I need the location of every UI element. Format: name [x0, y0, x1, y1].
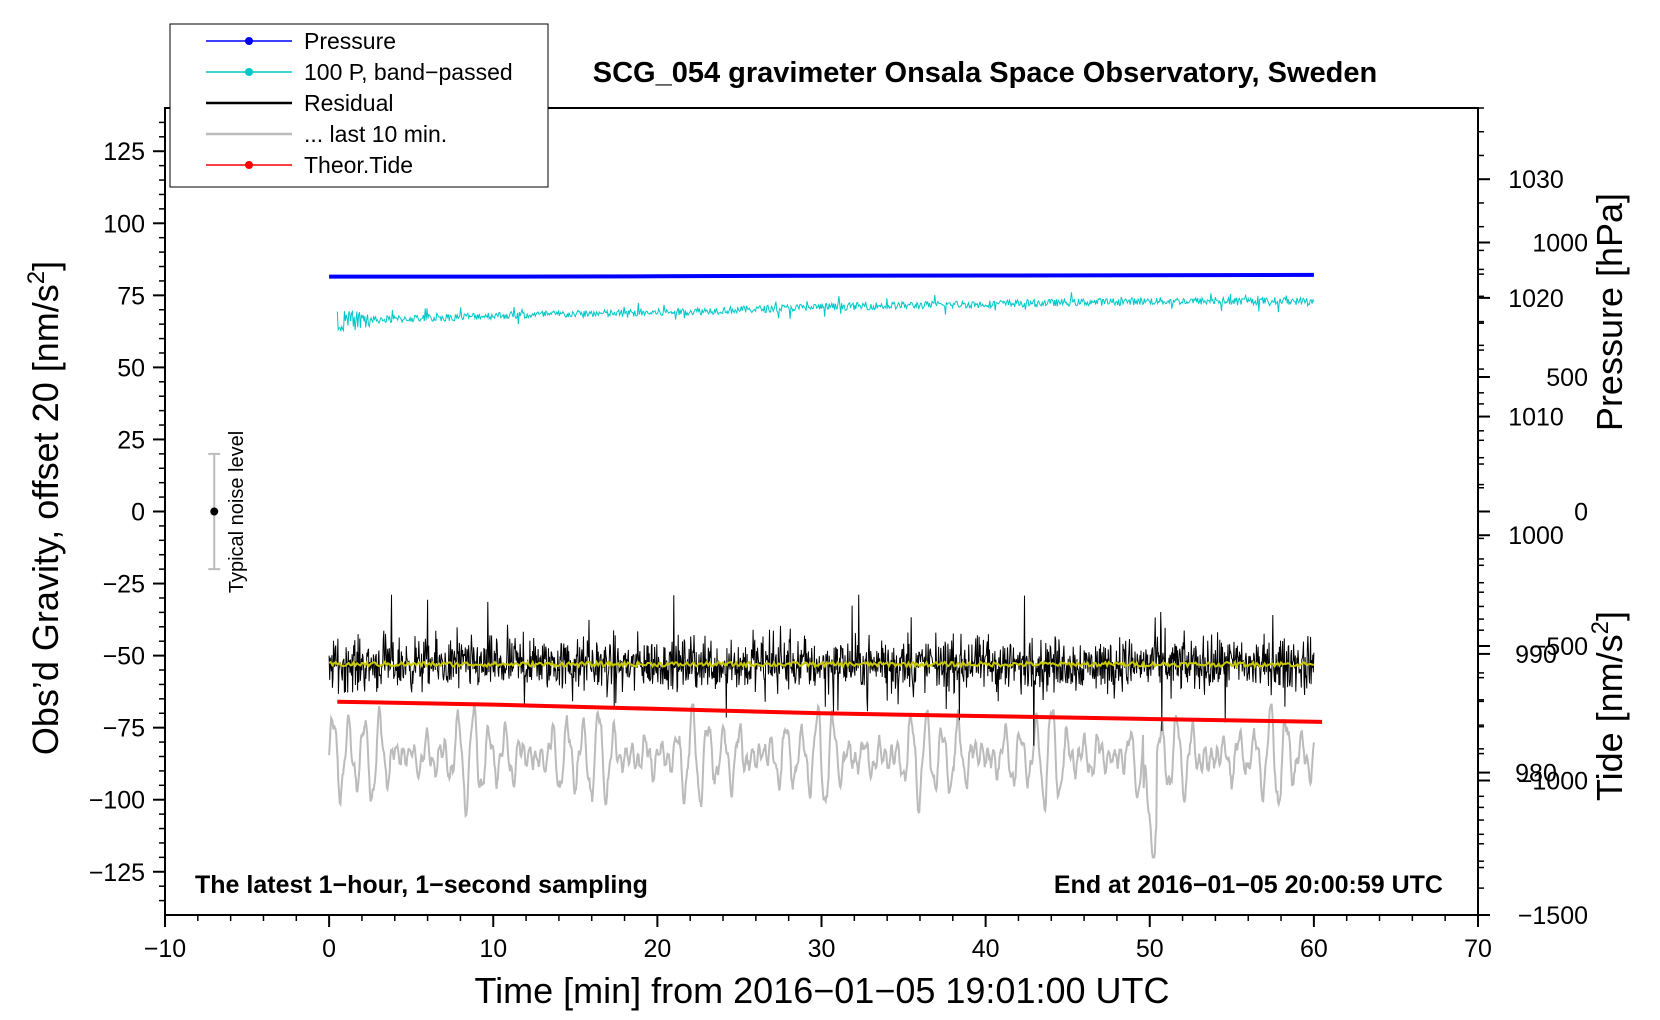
- legend-marker: [245, 161, 253, 169]
- y-tick-label: 50: [117, 354, 145, 382]
- x-tick-label: −10: [144, 935, 186, 963]
- legend-label: Pressure: [304, 28, 396, 54]
- series-pressure-bandpassed: [336, 292, 1315, 333]
- y-tick-label: 25: [117, 426, 145, 454]
- legend-label: ... last 10 min.: [304, 121, 447, 147]
- y-tick-label: −25: [103, 571, 145, 599]
- y-tick-label: 125: [103, 138, 145, 166]
- tide-tick-label: 1000: [1532, 230, 1588, 258]
- series-last-10-min: [328, 703, 1315, 859]
- tide-tick-label: 500: [1546, 364, 1588, 392]
- x-tick-label: 0: [322, 935, 336, 963]
- series-residual: [328, 594, 1315, 746]
- x-tick-label: 20: [643, 935, 671, 963]
- x-tick-label: 70: [1464, 935, 1492, 963]
- legend-box: [169, 23, 549, 188]
- tide-tick-label: −1000: [1518, 768, 1588, 796]
- y-tick-label: 100: [103, 210, 145, 238]
- annotation-end-time: End at 2016−01−05 20:00:59 UTC: [1054, 871, 1443, 899]
- x-axis-label: Time [min] from 2016−01−05 19:01:00 UTC: [474, 970, 1169, 1011]
- series-residual-smoothed: [328, 659, 1314, 669]
- legend-item: Residual: [206, 90, 394, 116]
- tide-tick-label: 0: [1574, 499, 1588, 527]
- legend-item: Pressure: [206, 28, 396, 54]
- legend-item: ... last 10 min.: [206, 121, 447, 147]
- y-tick-label: −75: [103, 715, 145, 743]
- pressure-tick-label: 980: [1515, 760, 1557, 788]
- series-theor-tide: [337, 699, 1323, 724]
- pressure-axis-label: Pressure [hPa]: [1589, 193, 1630, 431]
- y-tick-label: −100: [89, 787, 145, 815]
- y-tick-label: 0: [131, 499, 145, 527]
- pressure-tick-label: 1020: [1508, 285, 1564, 313]
- legend-label: Theor.Tide: [304, 152, 413, 178]
- legend-marker: [245, 37, 253, 45]
- x-tick-label: 10: [479, 935, 507, 963]
- x-tick-label: 50: [1136, 935, 1164, 963]
- legend: Pressure 100 P, band−passed Residual ... la…: [169, 23, 549, 188]
- legend-label: 100 P, band−passed: [304, 59, 513, 85]
- plot-area: [208, 272, 1323, 859]
- y-tick-label: 75: [117, 282, 145, 310]
- y-axis-label-left: Obs’d Gravity, offset 20 [nm/s2]: [23, 261, 66, 755]
- annotation-latest-hour: The latest 1−hour, 1−second sampling: [195, 871, 648, 899]
- x-tick-label: 60: [1300, 935, 1328, 963]
- y-tick-label: −50: [103, 643, 145, 671]
- pressure-tick-label: 1010: [1508, 404, 1564, 432]
- tide-tick-label: −1500: [1518, 902, 1588, 930]
- x-tick-label: 40: [972, 935, 1000, 963]
- tide-axis-label: Tide [nm/s2]: [1587, 611, 1630, 801]
- pressure-tick-label: 990: [1515, 641, 1557, 669]
- series-pressure: [329, 272, 1314, 279]
- chart-title: SCG_054 gravimeter Onsala Space Observat…: [593, 57, 1377, 89]
- x-tick-label: 30: [808, 935, 836, 963]
- pressure-tick-label: 1000: [1508, 522, 1564, 550]
- noise-level-point: [210, 507, 219, 516]
- legend-label: Residual: [304, 90, 394, 116]
- pressure-tick-label: 1030: [1508, 166, 1564, 194]
- legend-marker: [245, 68, 253, 76]
- noise-level-label: Typical noise level: [226, 431, 248, 593]
- labels: SCG_054 gravimeter Onsala Space Observat…: [23, 57, 1630, 1011]
- axes: −10 0 10 20 30 40 50 60 701251007550250−25−50−75…: [89, 107, 1588, 963]
- y-tick-label: −125: [89, 859, 145, 887]
- legend-item: Theor.Tide: [206, 152, 413, 178]
- legend-item: 100 P, band−passed: [206, 59, 513, 85]
- tide-tick-label: −500: [1532, 633, 1588, 661]
